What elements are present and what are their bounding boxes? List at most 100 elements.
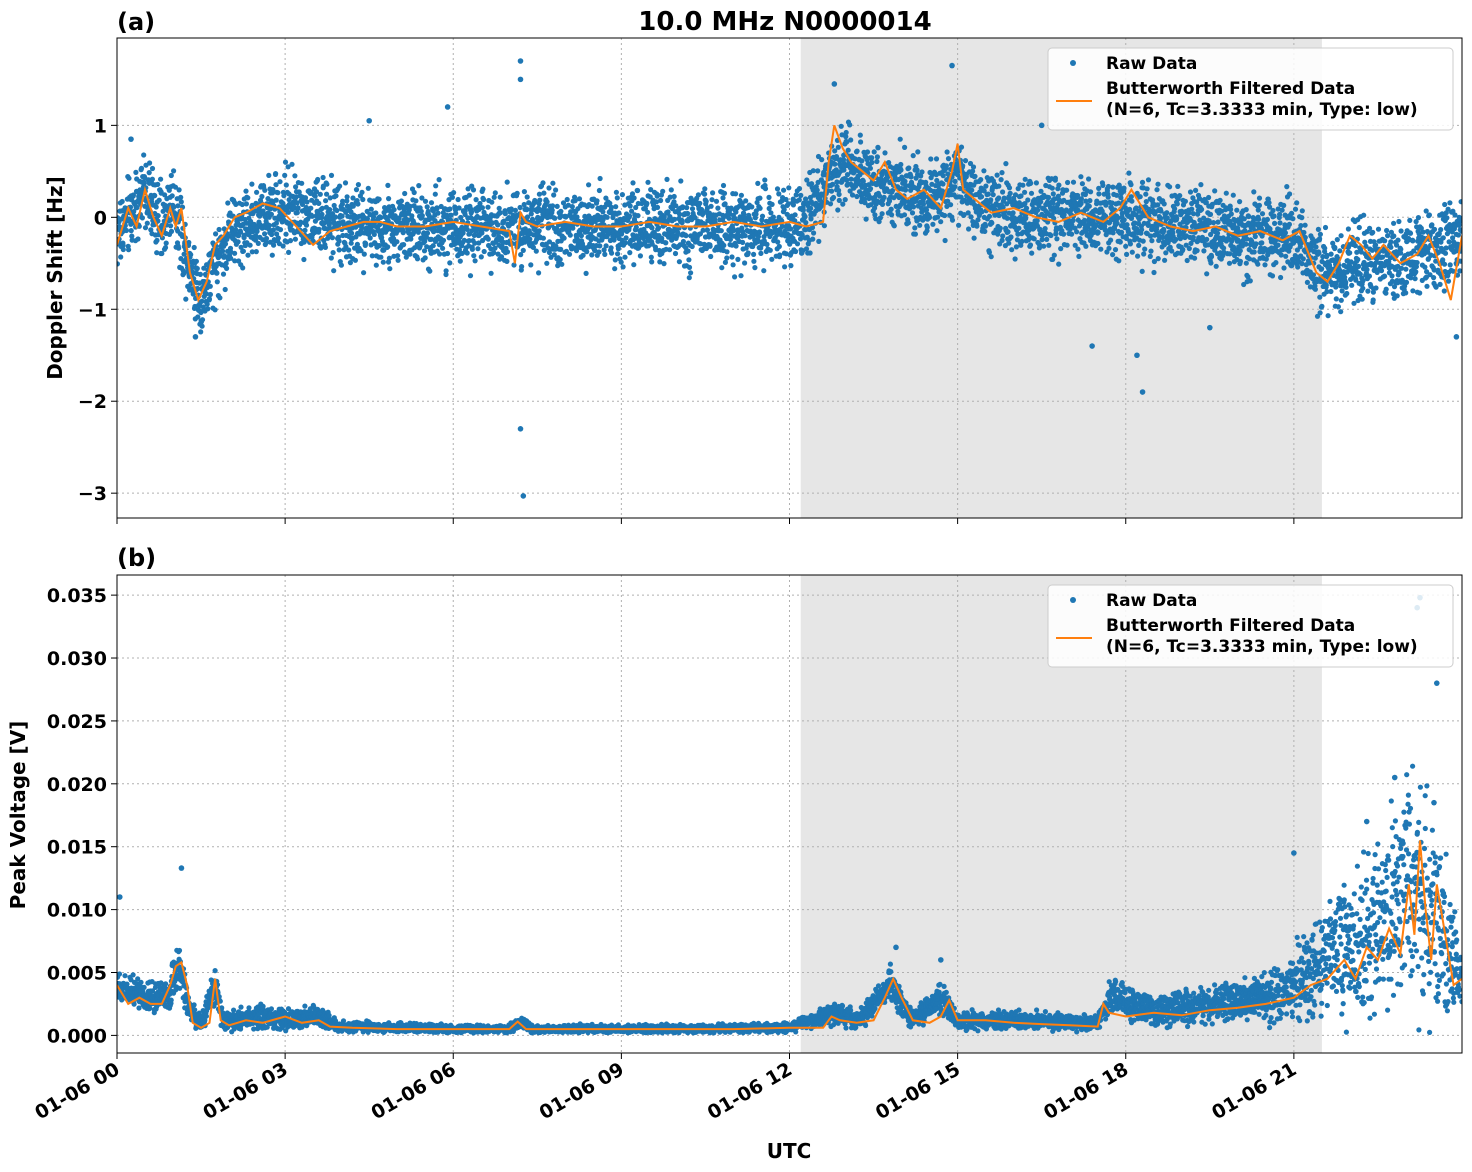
raw-point	[1299, 215, 1305, 221]
raw-point	[369, 253, 375, 259]
raw-point	[664, 176, 670, 182]
raw-point	[274, 231, 280, 237]
raw-point	[273, 220, 279, 226]
raw-point	[847, 122, 853, 128]
raw-point	[1283, 253, 1289, 259]
raw-point	[411, 189, 417, 196]
raw-point	[1228, 211, 1234, 217]
raw-point	[1206, 194, 1212, 201]
raw-point	[872, 205, 878, 211]
raw-point	[584, 249, 590, 255]
raw-point	[961, 212, 967, 218]
raw-point	[614, 195, 620, 201]
raw-point	[448, 212, 454, 218]
raw-point	[443, 268, 449, 274]
raw-point	[346, 220, 352, 226]
raw-point	[788, 226, 794, 232]
raw-point	[176, 187, 182, 193]
raw-point	[518, 252, 524, 258]
raw-point	[1174, 215, 1180, 221]
raw-point	[635, 187, 641, 194]
raw-point	[1180, 247, 1186, 253]
raw-point	[508, 206, 514, 212]
raw-point	[154, 250, 160, 256]
raw-point	[528, 262, 534, 268]
raw-point	[897, 136, 903, 142]
raw-point	[971, 235, 977, 241]
raw-point	[521, 189, 528, 195]
raw-point	[1398, 265, 1405, 271]
raw-point	[560, 200, 567, 206]
raw-point	[1325, 313, 1331, 319]
raw-point	[710, 190, 716, 196]
raw-point	[472, 240, 478, 246]
raw-point	[967, 160, 974, 167]
raw-point	[504, 249, 511, 255]
raw-point	[292, 236, 298, 242]
raw-point	[203, 291, 209, 297]
raw-point	[1167, 184, 1173, 190]
raw-point	[835, 144, 841, 150]
raw-point	[803, 220, 809, 226]
raw-point	[259, 193, 265, 200]
raw-point	[1010, 210, 1016, 216]
raw-point	[986, 249, 993, 255]
raw-point	[1105, 183, 1112, 190]
raw-point	[782, 264, 788, 270]
raw-point	[249, 249, 255, 255]
raw-point	[533, 248, 539, 254]
raw-point	[849, 192, 856, 198]
raw-point	[1251, 249, 1257, 255]
raw-point	[996, 195, 1002, 201]
raw-point	[478, 254, 484, 260]
raw-point	[432, 191, 438, 197]
raw-point	[656, 225, 662, 231]
raw-point	[1332, 244, 1338, 251]
raw-point	[352, 245, 358, 251]
raw-point	[444, 250, 451, 257]
raw-point	[603, 243, 609, 249]
raw-point	[1226, 260, 1233, 266]
raw-point	[385, 182, 391, 188]
raw-point	[680, 204, 686, 210]
raw-point	[153, 204, 159, 210]
raw-point	[147, 160, 153, 166]
raw-point	[1275, 242, 1281, 248]
raw-point	[808, 216, 814, 222]
raw-point	[214, 279, 220, 285]
raw-point	[1322, 224, 1329, 231]
raw-point	[1284, 184, 1290, 190]
raw-point	[340, 198, 346, 204]
raw-point	[1287, 191, 1293, 197]
raw-point	[159, 250, 165, 257]
raw-point	[1128, 182, 1134, 188]
raw-point	[821, 223, 828, 229]
raw-point	[524, 207, 530, 213]
raw-point	[612, 257, 618, 263]
raw-point	[1382, 273, 1388, 279]
raw-point	[1256, 202, 1262, 208]
raw-point	[536, 228, 542, 234]
raw-point	[1155, 181, 1161, 187]
raw-point	[352, 257, 358, 263]
raw-point	[704, 227, 711, 233]
raw-point	[1317, 310, 1323, 316]
raw-point	[1004, 215, 1010, 221]
raw-point	[1194, 248, 1200, 254]
raw-point	[612, 266, 618, 272]
raw-point	[1388, 239, 1394, 245]
raw-point	[322, 244, 328, 250]
raw-point	[1339, 288, 1345, 294]
raw-point	[1169, 248, 1175, 254]
raw-point	[1335, 304, 1341, 310]
raw-point	[1365, 288, 1371, 294]
raw-point	[1289, 210, 1295, 216]
raw-point	[1100, 182, 1106, 188]
raw-point	[475, 246, 481, 252]
raw-point	[155, 181, 161, 187]
raw-point	[456, 205, 462, 211]
raw-point	[726, 215, 732, 221]
raw-point	[732, 274, 738, 280]
raw-point	[940, 173, 946, 179]
raw-point	[479, 230, 485, 236]
